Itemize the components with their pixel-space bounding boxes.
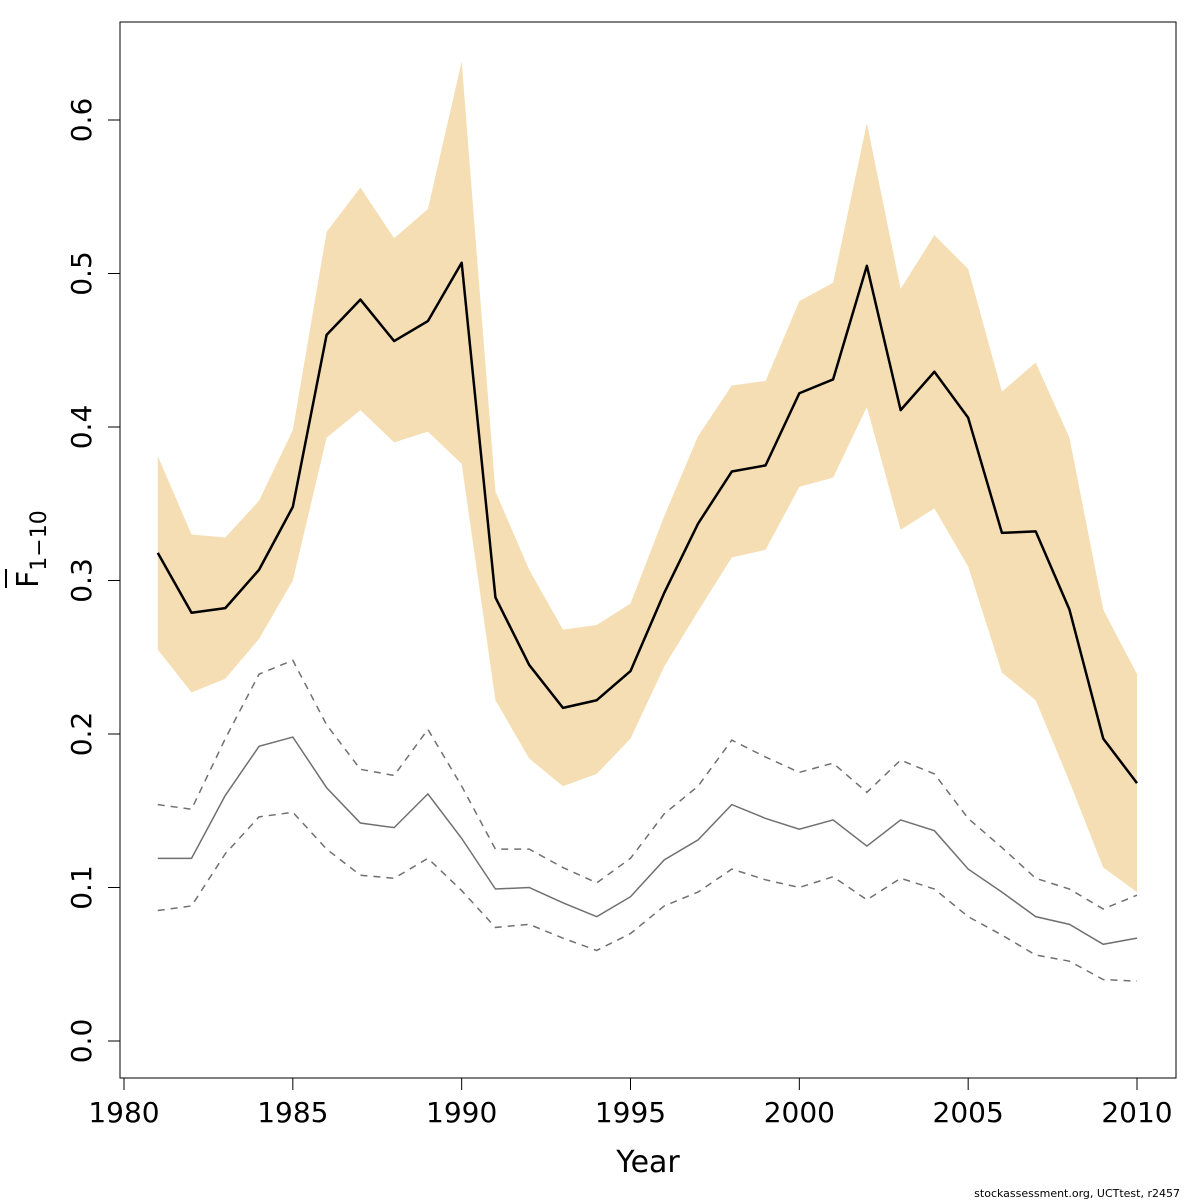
y-tick-label: 0.6 (65, 98, 98, 143)
x-tick-label: 1980 (88, 1096, 159, 1129)
x-tick-label: 2005 (933, 1096, 1004, 1129)
y-tick-label: 0.5 (65, 251, 98, 296)
y-axis-title-main: F (11, 571, 46, 588)
y-axis-title-subscript: 1−10 (27, 510, 52, 570)
x-tick-label: 2010 (1101, 1096, 1172, 1129)
y-axis-title: F1−10 (5, 510, 52, 588)
y-tick-label: 0.2 (65, 712, 98, 757)
comparison-upper-line (157, 659, 1138, 910)
y-tick-label: 0.0 (65, 1019, 98, 1064)
svg-text:F1−10: F1−10 (11, 510, 52, 588)
x-tick-label: 2000 (764, 1096, 835, 1129)
x-tick-label: 1985 (257, 1096, 328, 1129)
y-tick-label: 0.4 (65, 405, 98, 450)
x-tick-label: 1990 (426, 1096, 497, 1129)
x-tick-label: 1995 (595, 1096, 666, 1129)
y-tick-label: 0.3 (65, 558, 98, 603)
comparison-lower-line (157, 811, 1138, 982)
credit-text: stockassessment.org, UCTtest, r2457 (974, 1187, 1180, 1200)
x-axis-title: Year (615, 1145, 680, 1180)
y-tick-label: 0.1 (65, 865, 98, 910)
estimate-confidence-band (157, 61, 1137, 893)
comparison-line (157, 736, 1138, 946)
estimate-line (156, 261, 1138, 784)
